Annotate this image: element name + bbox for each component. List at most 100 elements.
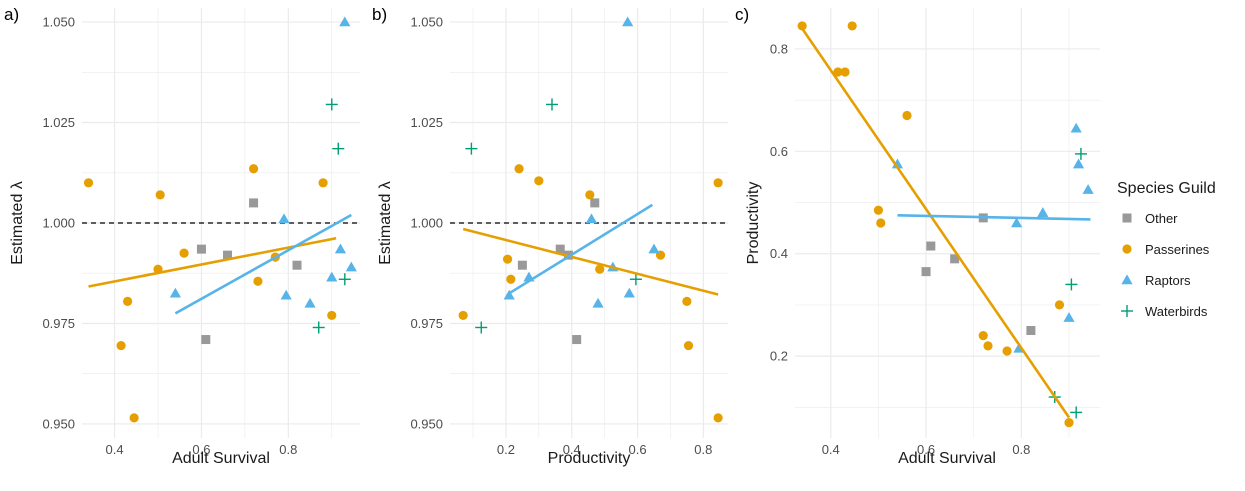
point-passerines [253,276,263,286]
series-passerines [458,164,723,423]
series-waterbirds [1048,147,1087,419]
legend-key-raptors [1121,274,1133,285]
series-raptors [503,16,660,308]
point-passerines [983,341,993,351]
panel-label: a) [4,5,19,24]
y-tick-label: 0.6 [770,144,788,159]
point-waterbirds [312,321,325,334]
point-passerines [155,190,165,200]
point-other [201,335,211,345]
point-raptors [339,16,351,27]
point-waterbirds [629,273,642,286]
point-other [223,250,233,260]
point-passerines [902,110,912,121]
legend-entry-waterbirds: Waterbirds [1121,304,1208,319]
point-passerines [1064,418,1074,428]
panel-c: 0.4 0.6 0.8 0.2 0.4 0.6 0.8 Adult Survival Produ… [735,5,1100,467]
y-tick-label: 0.4 [770,246,788,261]
legend-title: Species Guild [1117,180,1216,197]
legend-label: Other [1145,211,1178,226]
point-passerines [1002,346,1012,356]
x-tick-label: 0.4 [106,442,124,457]
series-other [517,198,600,345]
point-passerines [327,310,337,321]
series-raptors [891,122,1094,353]
point-passerines [595,264,605,274]
panel-b: 0.2 0.4 0.6 0.8 0.950 0.975 1.000 1.025 1.050 Pro… [372,5,728,467]
x-tick-label: 0.6 [192,442,210,457]
series-other [196,198,302,345]
point-raptors [891,158,904,169]
point-waterbirds [545,98,558,111]
point-passerines [123,296,133,306]
x-axis-title: Adult Survival [172,450,270,467]
y-tick-label: 0.975 [410,316,443,331]
y-axis-title: Productivity [745,182,762,265]
y-tick-label: 0.950 [410,416,443,431]
x-tick-label: 0.6 [628,442,646,457]
point-other [572,335,582,345]
series-waterbirds [312,98,351,334]
point-passerines [833,67,843,77]
point-raptors [622,16,634,27]
point-passerines [129,413,139,423]
fit-line-raptors [508,203,654,295]
panel-label: c) [735,5,749,24]
legend-label: Passerines [1145,242,1210,257]
point-passerines [83,178,94,188]
y-tick-label: 1.025 [42,115,75,130]
point-raptors [623,287,635,298]
y-tick-label: 1.050 [42,15,75,30]
series-raptors [169,16,357,308]
y-tick-label: 1.025 [410,115,443,130]
point-passerines [873,205,883,215]
y-tick-label: 0.8 [770,41,788,56]
fit-line-passerines [462,227,719,296]
legend-key-waterbirds [1121,305,1133,317]
y-axis-title: Estimated λ [377,181,394,265]
x-tick-label: 0.4 [563,442,581,457]
point-waterbirds [465,142,478,155]
point-passerines [116,340,126,351]
point-passerines [682,296,692,306]
point-passerines [458,310,468,321]
legend-key-other [1122,213,1132,223]
legend-label: Waterbirds [1145,304,1208,319]
point-raptors [648,243,660,254]
y-axis-title: Estimated λ [9,181,26,265]
point-other [921,267,931,277]
x-tick-label: 0.4 [822,442,840,457]
point-passerines [514,164,524,174]
point-passerines [1054,300,1065,310]
point-raptors [1082,184,1094,194]
legend-label: Raptors [1145,273,1191,288]
point-passerines [713,178,723,188]
point-other [249,198,259,208]
point-raptors [585,213,598,224]
x-tick-label: 0.6 [917,442,935,457]
point-raptors [345,261,357,272]
fit-line-passerines [801,27,1071,419]
point-other [950,254,960,264]
legend-entry-other: Other [1122,211,1178,226]
series-waterbirds [465,98,642,334]
point-passerines [502,254,513,264]
y-tick-label: 0.975 [42,316,75,331]
point-raptors [278,213,290,224]
x-axis-title: Productivity [548,450,631,467]
point-passerines [179,248,189,258]
point-other [517,260,527,270]
point-passerines [797,21,807,31]
point-passerines [318,178,328,188]
point-raptors [1072,158,1085,169]
panel-label: b) [372,5,387,24]
y-tick-label: 1.050 [410,15,443,30]
y-tick-label: 0.950 [42,416,75,431]
point-waterbirds [338,273,351,286]
point-raptors [1011,217,1023,228]
point-other [196,244,206,254]
x-tick-label: 0.2 [497,442,515,457]
point-raptors [1037,207,1049,217]
legend: Species Guild Other Passerines Raptors Water… [1117,180,1216,319]
